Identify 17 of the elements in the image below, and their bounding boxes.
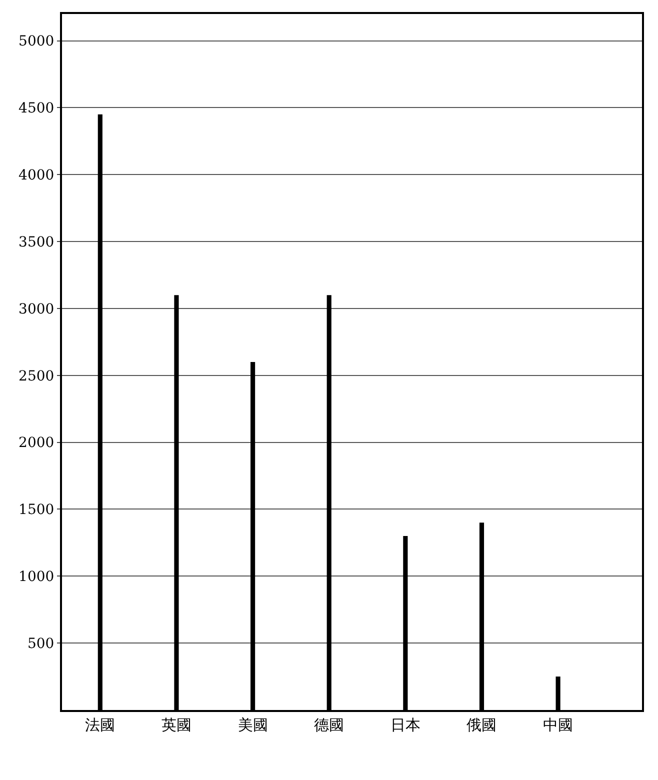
x-tick-label: 德國 — [314, 716, 344, 734]
x-tick-label: 日本 — [390, 716, 420, 734]
y-tick-label: 5000 — [18, 34, 54, 50]
y-tick-label: 3000 — [18, 301, 54, 318]
y-tick-label: 2000 — [18, 435, 54, 452]
y-tick-label: 1500 — [18, 502, 54, 518]
x-tick-label: 俄國 — [466, 716, 497, 734]
y-tick-label: 1000 — [18, 569, 54, 586]
x-tick-label: 美國 — [238, 716, 268, 734]
y-tick-label: 2500 — [18, 368, 54, 384]
y-tick-label: 4500 — [18, 100, 54, 117]
x-tick-label: 英國 — [161, 716, 192, 734]
x-tick-label: 中國 — [543, 716, 574, 734]
x-tick-label: 法國 — [85, 716, 116, 734]
y-tick-label: 3500 — [18, 234, 54, 250]
y-tick-label: 500 — [27, 636, 54, 652]
y-tick-label: 4000 — [18, 168, 54, 184]
